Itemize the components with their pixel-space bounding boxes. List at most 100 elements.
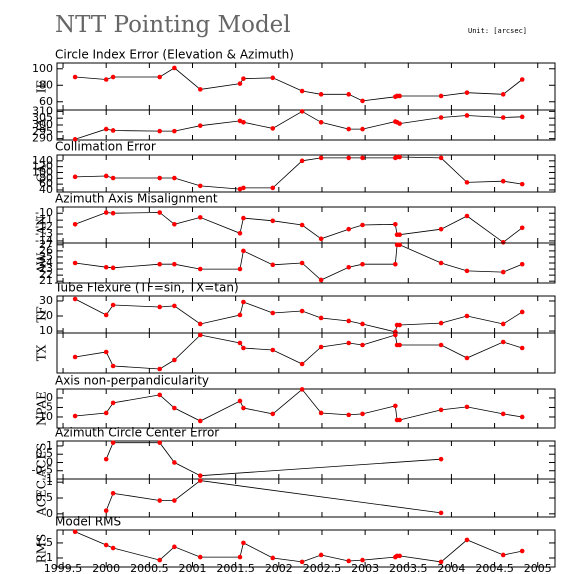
data-point — [103, 312, 109, 318]
data-point — [346, 264, 352, 270]
data-point — [72, 296, 78, 302]
data-point — [241, 248, 246, 254]
y-tick-label: -10 — [35, 410, 53, 423]
data-point — [397, 322, 402, 328]
data-line — [75, 67, 523, 102]
data-point — [72, 413, 78, 419]
data-point — [393, 222, 398, 227]
y-tick-label: -5 — [42, 400, 53, 413]
data-point — [438, 320, 444, 326]
panel-frame — [56, 62, 556, 111]
y-tick-label: 1 — [46, 439, 53, 452]
y-axis-label: IE — [35, 80, 49, 94]
data-point — [172, 357, 177, 363]
y-axis-label: AN — [35, 215, 49, 235]
data-point — [346, 126, 352, 132]
y-tick-label: -11 — [35, 213, 53, 226]
data-point — [397, 93, 402, 99]
data-point — [72, 137, 78, 142]
data-point — [438, 456, 444, 462]
data-point — [438, 226, 444, 232]
data-point — [72, 74, 78, 80]
data-point — [103, 508, 109, 513]
data-point — [438, 342, 444, 348]
data-point — [360, 557, 365, 563]
data-point — [157, 175, 163, 181]
data-point — [237, 398, 243, 404]
data-point — [360, 342, 365, 348]
data-point — [299, 260, 305, 266]
data-point — [103, 77, 109, 82]
data-point — [346, 340, 352, 346]
y-axis-label: ACES — [35, 443, 49, 479]
data-point — [237, 266, 243, 272]
data-point — [172, 222, 177, 227]
data-point — [157, 498, 163, 503]
data-point — [172, 128, 177, 134]
y-tick-label: 30 — [39, 294, 53, 307]
data-point — [72, 354, 78, 360]
data-point — [157, 366, 163, 372]
data-point — [110, 128, 116, 133]
y-tick-label: 60 — [39, 177, 53, 190]
x-tick-label: 2004.5 — [475, 562, 514, 574]
data-point — [500, 552, 506, 558]
data-point — [318, 277, 324, 283]
data-point — [519, 548, 525, 554]
panel-frame — [56, 529, 556, 568]
y-tick-label: 10 — [39, 324, 53, 337]
y-tick-label: 24 — [39, 256, 53, 269]
data-point — [110, 545, 116, 551]
data-point — [318, 315, 324, 321]
data-point — [318, 236, 324, 242]
data-point — [360, 98, 365, 104]
data-line — [75, 388, 523, 422]
y-tick-label: 120 — [32, 160, 53, 173]
data-point — [397, 242, 402, 248]
data-point — [346, 92, 352, 97]
data-point — [500, 321, 506, 327]
data-point — [464, 313, 470, 319]
data-point — [172, 544, 177, 550]
panel-title: Model RMS — [55, 515, 121, 529]
y-tick-label: 0 — [46, 391, 53, 404]
data-point — [103, 173, 109, 179]
data-point — [464, 537, 470, 543]
y-tick-label: 25 — [39, 250, 53, 263]
data-point — [519, 114, 525, 120]
data-point — [519, 261, 525, 267]
data-point — [241, 345, 246, 351]
x-tick-label: 2002 — [265, 562, 293, 574]
data-point — [241, 185, 246, 191]
data-point — [237, 186, 243, 192]
data-point — [110, 74, 116, 80]
data-point — [197, 123, 203, 128]
y-tick-label: 140 — [32, 154, 53, 167]
y-axis-label: IA — [35, 118, 49, 132]
y-axis-label: TF — [35, 306, 49, 322]
data-point — [72, 260, 78, 266]
x-tick-label: 2002.5 — [303, 562, 342, 574]
data-point — [72, 222, 78, 227]
data-point — [346, 318, 352, 324]
data-point — [360, 155, 365, 161]
panel-title: Collimation Error — [55, 140, 156, 154]
data-line — [74, 298, 523, 333]
data-point — [438, 93, 444, 99]
y-tick-label: 80 — [39, 171, 53, 184]
data-point — [270, 126, 276, 131]
data-point — [103, 210, 109, 215]
data-point — [397, 154, 402, 160]
data-point — [237, 231, 243, 236]
data-point — [438, 559, 444, 565]
data-point — [360, 261, 365, 267]
data-point — [500, 240, 506, 245]
data-point — [103, 264, 109, 270]
data-line — [74, 212, 523, 243]
data-point — [519, 225, 525, 231]
y-tick-label: 100 — [32, 165, 53, 178]
data-point — [397, 121, 402, 126]
data-point — [464, 90, 470, 95]
y-tick-label: 26 — [39, 244, 53, 257]
data-point — [197, 473, 203, 478]
